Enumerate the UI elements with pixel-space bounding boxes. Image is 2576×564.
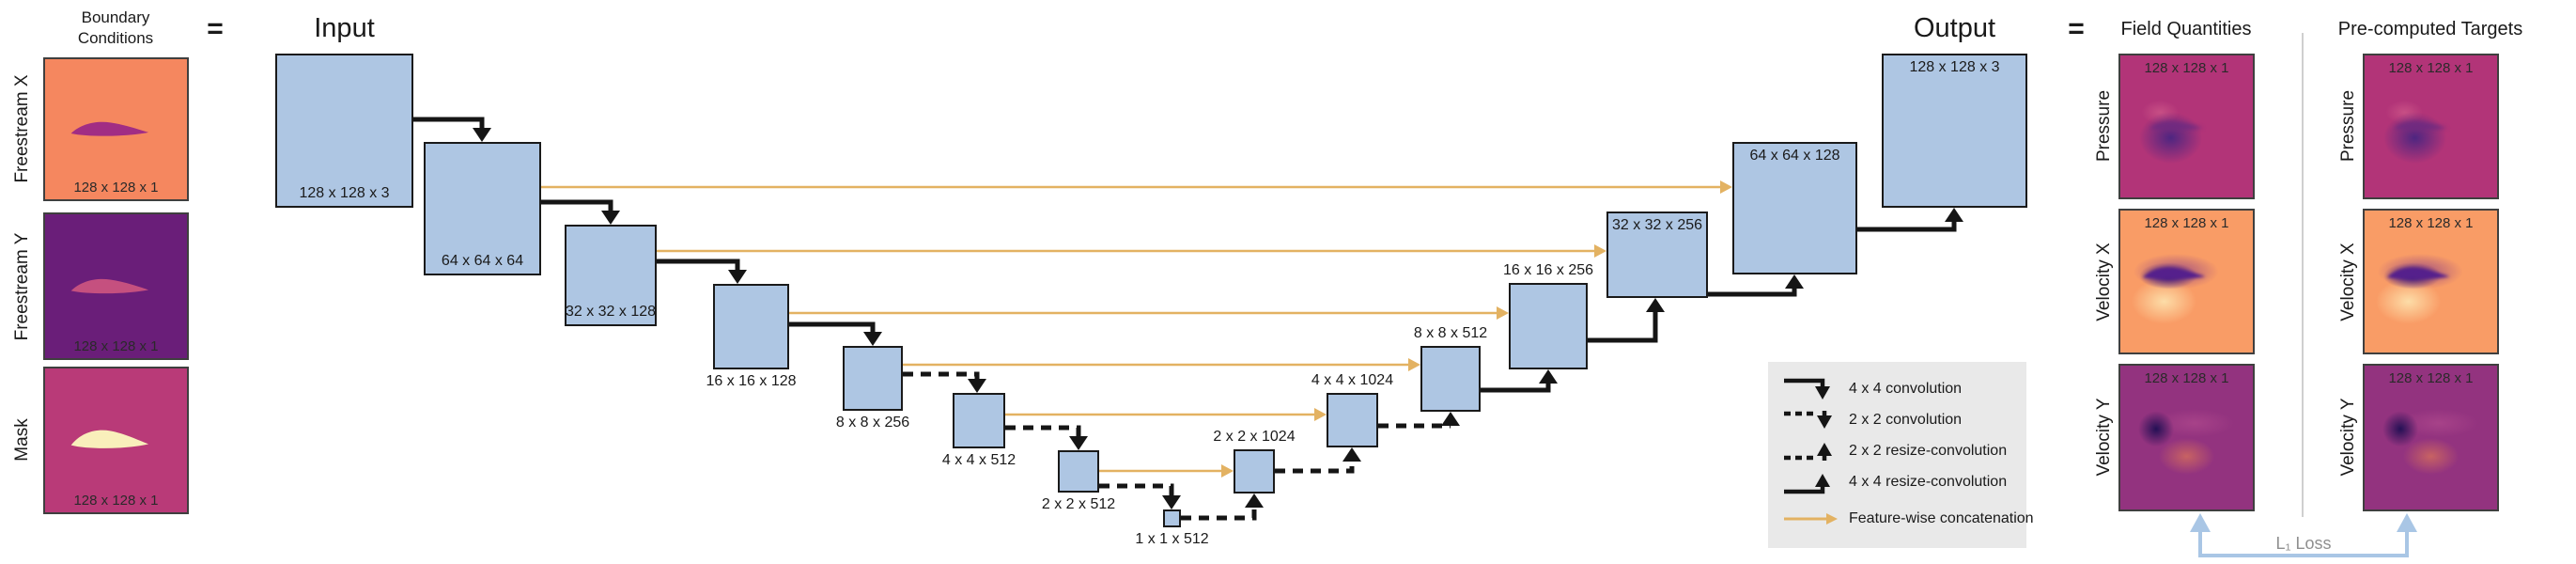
image-dim-label: 128 x 128 x 1 <box>73 338 159 354</box>
legend-row: 2 x 2 resize-convolution <box>1781 435 2026 466</box>
precomputed-targets-title: Pre-computed Targets <box>2337 19 2523 39</box>
orange-right-arrow-icon <box>1784 512 1838 525</box>
conv-arrows-dashed <box>903 371 1451 521</box>
unet-box-label: 16 x 16 x 256 <box>1502 262 1594 278</box>
unet-box-label: 16 x 16 x 128 <box>706 373 797 389</box>
legend-row: Feature-wise concatenation <box>1781 503 2034 534</box>
legend-row: 4 x 4 resize-convolution <box>1781 466 2026 497</box>
output-title: Output <box>1913 13 1996 43</box>
field-velocity-y-label: Velocity Y <box>2094 398 2114 477</box>
dashed-down-arrow-icon <box>1784 410 1832 429</box>
unet-box-bottleneck: 1 x 1 x 512 <box>1135 509 1209 547</box>
image-dim-label: 128 x 128 x 1 <box>2388 215 2474 231</box>
unet-box-enc2: 32 x 32 x 128 <box>565 225 657 326</box>
unet-box-dec3: 8 x 8 x 512 <box>1414 325 1487 412</box>
legend-label: 4 x 4 resize-convolution <box>1849 473 2008 490</box>
mask-image: 128 x 128 x 1 <box>43 367 189 514</box>
unet-box-input: 128 x 128 x 3 <box>275 54 413 208</box>
unet-box-enc1: 64 x 64 x 64 <box>424 142 541 275</box>
airfoil-shape <box>2393 121 2448 131</box>
target-pressure-label: Pressure <box>2338 89 2358 163</box>
input-title: Input <box>314 13 375 43</box>
image-dim-label: 128 x 128 x 1 <box>2388 370 2474 386</box>
field-pressure-image: 128 x 128 x 1 <box>2118 54 2255 199</box>
freestream-y-label: Freestream Y <box>12 232 32 341</box>
legend-row: 2 x 2 convolution <box>1781 404 2026 435</box>
unet-box-enc5: 4 x 4 x 512 <box>942 393 1016 468</box>
field-quantities-title: Field Quantities <box>2120 19 2252 39</box>
airfoil-shape <box>70 278 149 293</box>
unet-box-label: 64 x 64 x 128 <box>1749 148 1840 164</box>
legend-label: 2 x 2 resize-convolution <box>1849 442 2008 459</box>
target-velocity-y-label: Velocity Y <box>2338 398 2358 477</box>
image-dim-label: 128 x 128 x 1 <box>2388 60 2474 76</box>
image-dim-label: 128 x 128 x 1 <box>73 180 159 196</box>
unet-box-label: 4 x 4 x 1024 <box>1311 372 1394 388</box>
image-dim-label: 128 x 128 x 1 <box>2144 215 2229 231</box>
airfoil-shape <box>70 430 149 448</box>
unet-box-enc3: 16 x 16 x 128 <box>706 284 797 389</box>
dashed-up-arrow-icon <box>1784 442 1832 461</box>
freestream-y-image: 128 x 128 x 1 <box>43 212 189 360</box>
skip-connection-lines <box>541 185 1721 473</box>
target-pressure-image: 128 x 128 x 1 <box>2363 54 2499 199</box>
unet-box-label: 8 x 8 x 512 <box>1413 325 1488 341</box>
airfoil-shape <box>70 121 149 136</box>
unet-box-dec1: 2 x 2 x 1024 <box>1213 429 1296 494</box>
freestream-x-image: 128 x 128 x 1 <box>43 57 189 201</box>
legend: 4 x 4 convolution 2 x 2 convolution 2 x … <box>1768 362 2034 548</box>
column-divider <box>2302 33 2304 517</box>
unet-box-label: 4 x 4 x 512 <box>941 452 1016 468</box>
l1-loss-label: L₁ Loss <box>2275 534 2332 553</box>
unet-box-dec6: 64 x 64 x 128 <box>1732 142 1857 274</box>
image-dim-label: 128 x 128 x 1 <box>73 493 159 509</box>
unet-box-enc6: 2 x 2 x 512 <box>1042 450 1115 512</box>
airfoil-shape <box>2387 267 2450 280</box>
legend-row: 4 x 4 convolution <box>1781 373 2026 404</box>
field-velocity-y-image: 128 x 128 x 1 <box>2118 364 2255 511</box>
target-velocity-x-image: 128 x 128 x 1 <box>2363 209 2499 354</box>
legend-label: 2 x 2 convolution <box>1849 411 1963 428</box>
unet-box-output: 128 x 128 x 3 <box>1882 54 2027 208</box>
freestream-x-label: Freestream X <box>12 74 32 183</box>
image-dim-label: 128 x 128 x 1 <box>2144 370 2229 386</box>
target-velocity-y-image: 128 x 128 x 1 <box>2363 364 2499 511</box>
skip-connection-arrowheads <box>1221 180 1732 478</box>
airfoil-shape <box>2149 121 2204 131</box>
unet-box-dec4: 16 x 16 x 256 <box>1503 262 1593 369</box>
field-velocity-x-image: 128 x 128 x 1 <box>2118 209 2255 354</box>
unet-box-dec2: 4 x 4 x 1024 <box>1311 372 1393 447</box>
unet-box-label: 32 x 32 x 128 <box>565 304 657 320</box>
unet-box-label: 32 x 32 x 256 <box>1611 217 1703 233</box>
unet-box-label: 1 x 1 x 512 <box>1135 531 1209 547</box>
legend-label: Feature-wise concatenation <box>1849 509 2034 526</box>
target-velocity-x-label: Velocity X <box>2338 243 2358 321</box>
conv-arrowheads <box>473 128 1963 509</box>
unet-box-label: 64 x 64 x 64 <box>441 253 524 269</box>
legend-label: 4 x 4 convolution <box>1849 380 1963 397</box>
solid-up-arrow-icon <box>1784 473 1830 494</box>
l1-loss-bracket <box>2190 513 2417 557</box>
unet-box-label: 2 x 2 x 512 <box>1041 496 1116 512</box>
unet-box-label: 128 x 128 x 3 <box>299 185 390 201</box>
boundary-conditions-title: Boundary Conditions <box>77 8 154 48</box>
unet-box-enc4: 8 x 8 x 256 <box>836 346 909 431</box>
solid-down-arrow-icon <box>1784 378 1830 400</box>
unet-box-label: 128 x 128 x 3 <box>1909 59 2000 75</box>
image-dim-label: 128 x 128 x 1 <box>2144 60 2229 76</box>
equals-sign-left: = <box>207 13 224 44</box>
field-velocity-x-label: Velocity X <box>2094 243 2114 321</box>
mask-label: Mask <box>12 418 32 462</box>
unet-box-dec5: 32 x 32 x 256 <box>1606 212 1708 298</box>
unet-box-label: 2 x 2 x 1024 <box>1213 429 1296 445</box>
equals-sign-right: = <box>2068 13 2085 44</box>
unet-box-label: 8 x 8 x 256 <box>835 415 910 431</box>
conv-arrows-solid <box>413 117 1957 393</box>
field-pressure-label: Pressure <box>2094 89 2114 163</box>
airfoil-shape <box>2143 267 2206 280</box>
